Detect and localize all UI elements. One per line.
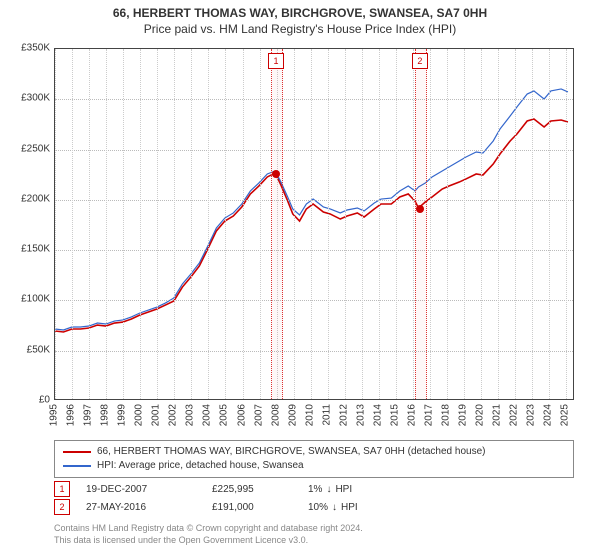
- x-axis-label: 2011: [321, 404, 332, 426]
- sale-row: 2 27-MAY-2016 £191,000 10%HPI: [54, 498, 574, 516]
- x-axis-label: 1998: [100, 404, 111, 426]
- x-axis-label: 2018: [441, 404, 452, 426]
- footer-line1: Contains HM Land Registry data © Crown c…: [54, 522, 574, 534]
- x-axis-label: 2025: [560, 404, 571, 426]
- x-axis-label: 1996: [66, 404, 77, 426]
- legend-swatch: [63, 465, 91, 467]
- chart-title-line1: 66, HERBERT THOMAS WAY, BIRCHGROVE, SWAN…: [0, 6, 600, 20]
- x-axis-label: 2015: [389, 404, 400, 426]
- plot-area: 12: [54, 48, 574, 400]
- sale-diff: 1%HPI: [308, 484, 408, 495]
- x-axis-label: 2022: [509, 404, 520, 426]
- x-axis-label: 2023: [526, 404, 537, 426]
- y-axis-label: £250K: [21, 143, 50, 154]
- sale-marker-1: 1: [268, 53, 284, 69]
- sale-marker-inline: 1: [54, 481, 70, 497]
- x-axis-label: 2019: [458, 404, 469, 426]
- y-axis-label: £100K: [21, 294, 50, 305]
- y-axis-label: £150K: [21, 244, 50, 255]
- sale-marker-inline: 2: [54, 499, 70, 515]
- x-axis-label: 2003: [185, 404, 196, 426]
- footer-attribution: Contains HM Land Registry data © Crown c…: [54, 522, 574, 546]
- y-axis-label: £350K: [21, 43, 50, 54]
- sale-band: [415, 49, 427, 399]
- x-axis-label: 2005: [219, 404, 230, 426]
- x-axis-label: 2002: [168, 404, 179, 426]
- sale-marker-2: 2: [412, 53, 428, 69]
- arrow-down-icon: [326, 484, 331, 495]
- chart-title-line2: Price paid vs. HM Land Registry's House …: [0, 22, 600, 36]
- line-chart: 12 £0£50K£100K£150K£200K£250K£300K£350K1…: [54, 48, 574, 400]
- x-axis-label: 1999: [117, 404, 128, 426]
- x-axis-label: 2000: [134, 404, 145, 426]
- x-axis-label: 2008: [270, 404, 281, 426]
- sale-point-1: [272, 170, 280, 178]
- sale-date: 27-MAY-2016: [86, 502, 196, 513]
- chart-title-block: 66, HERBERT THOMAS WAY, BIRCHGROVE, SWAN…: [0, 0, 600, 36]
- sales-table: 1 19-DEC-2007 £225,995 1%HPI 2 27-MAY-2016 £19…: [54, 480, 574, 516]
- x-axis-label: 2006: [236, 404, 247, 426]
- x-axis-label: 2001: [151, 404, 162, 426]
- legend-label: 66, HERBERT THOMAS WAY, BIRCHGROVE, SWAN…: [97, 445, 485, 459]
- y-axis-label: £300K: [21, 93, 50, 104]
- legend-label: HPI: Average price, detached house, Swan…: [97, 459, 304, 473]
- legend-swatch: [63, 451, 91, 453]
- legend-item: HPI: Average price, detached house, Swan…: [63, 459, 565, 473]
- sale-diff: 10%HPI: [308, 502, 408, 513]
- sale-point-2: [416, 205, 424, 213]
- sale-price: £191,000: [212, 502, 292, 513]
- x-axis-label: 1997: [83, 404, 94, 426]
- x-axis-label: 2009: [287, 404, 298, 426]
- x-axis-label: 2016: [407, 404, 418, 426]
- footer-line2: This data is licensed under the Open Gov…: [54, 534, 574, 546]
- sale-date: 19-DEC-2007: [86, 484, 196, 495]
- x-axis-label: 2010: [304, 404, 315, 426]
- sale-row: 1 19-DEC-2007 £225,995 1%HPI: [54, 480, 574, 498]
- y-axis-label: £50K: [27, 344, 50, 355]
- x-axis-label: 2007: [253, 404, 264, 426]
- legend-item: 66, HERBERT THOMAS WAY, BIRCHGROVE, SWAN…: [63, 445, 565, 459]
- x-axis-label: 2024: [543, 404, 554, 426]
- y-axis-label: £200K: [21, 193, 50, 204]
- x-axis-label: 2020: [475, 404, 486, 426]
- x-axis-label: 2013: [355, 404, 366, 426]
- sale-price: £225,995: [212, 484, 292, 495]
- x-axis-label: 1995: [49, 404, 60, 426]
- x-axis-label: 2017: [424, 404, 435, 426]
- x-axis-label: 2021: [492, 404, 503, 426]
- legend: 66, HERBERT THOMAS WAY, BIRCHGROVE, SWAN…: [54, 440, 574, 478]
- sale-band: [271, 49, 283, 399]
- x-axis-label: 2014: [372, 404, 383, 426]
- arrow-down-icon: [332, 502, 337, 513]
- x-axis-label: 2004: [202, 404, 213, 426]
- x-axis-label: 2012: [338, 404, 349, 426]
